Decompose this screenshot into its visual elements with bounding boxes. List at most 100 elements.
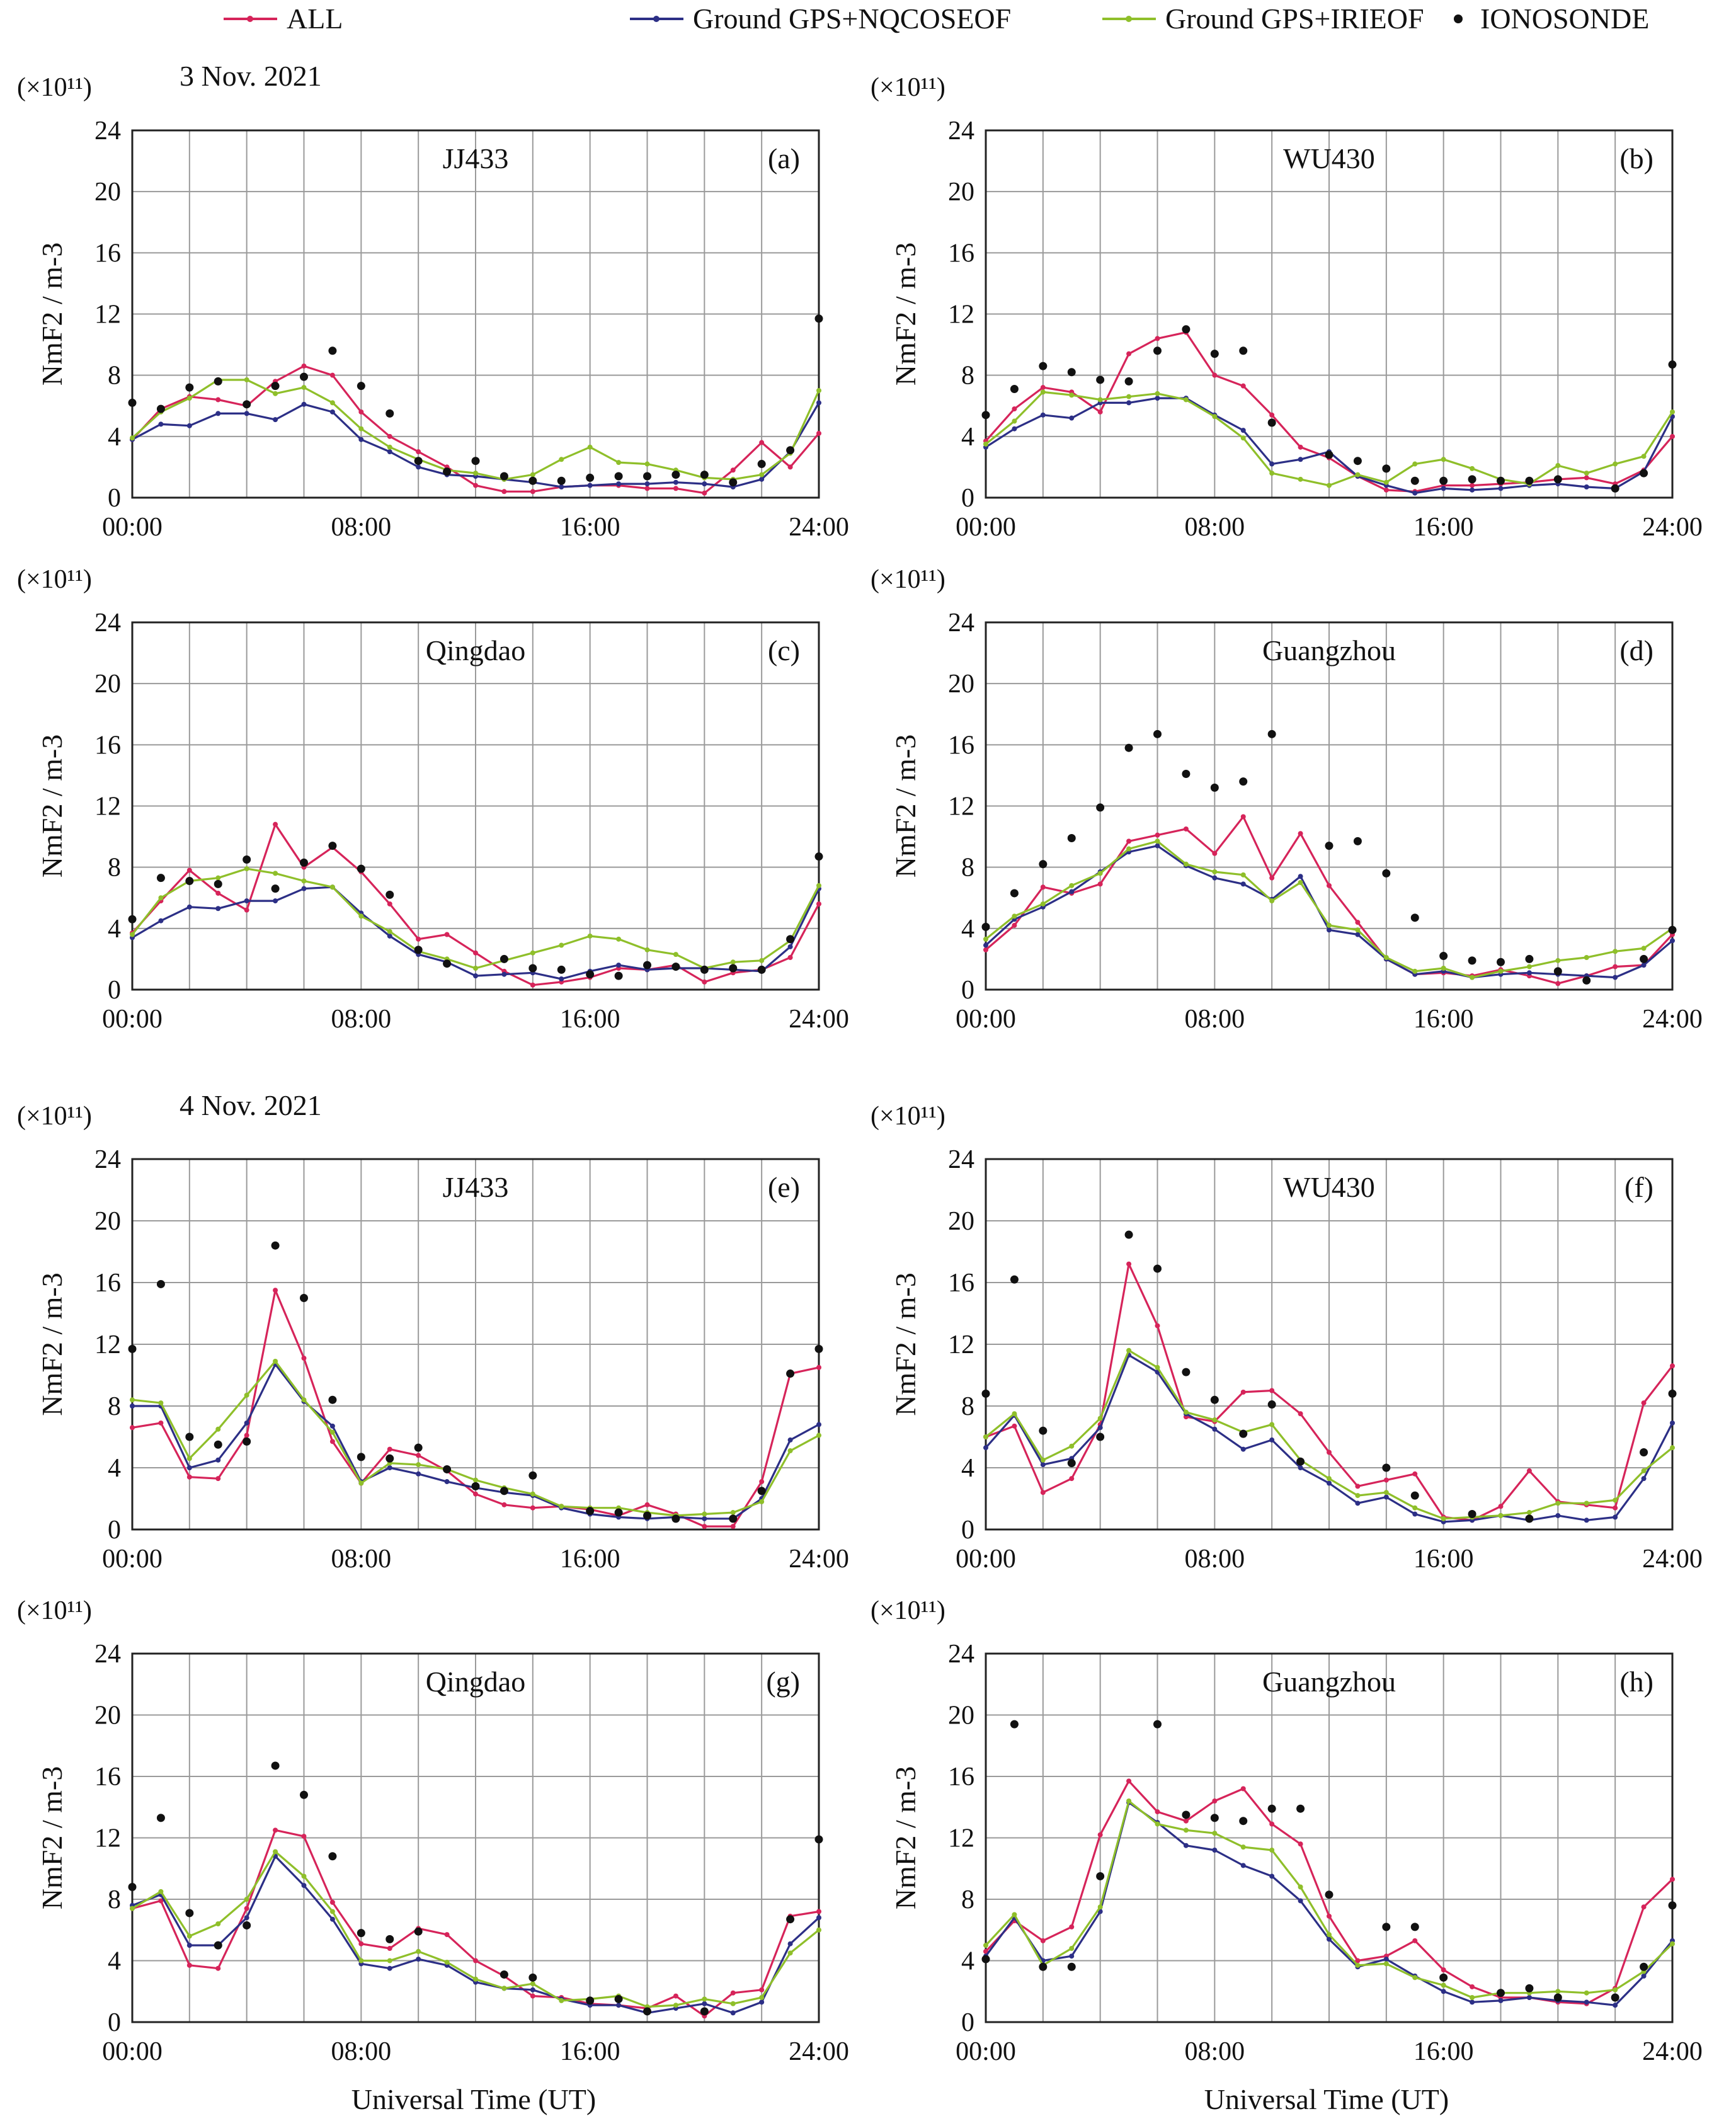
ionosonde-point [385,409,394,418]
ionosonde-point [1096,1872,1105,1880]
ionosonde-point [671,963,680,971]
series-marker [759,1995,765,2000]
y-axis-label: NmF2 / m-3 [889,735,922,878]
panel-label: (b) [1619,142,1653,174]
series-marker [444,1932,450,1938]
ionosonde-point [1582,976,1591,985]
y-axis-label: NmF2 / m-3 [889,243,922,386]
y-tick-label: 12 [948,1824,974,1853]
ionosonde-point [328,346,337,355]
x-tick-label: 08:00 [331,1005,391,1034]
series-marker [1155,1821,1160,1827]
series-marker [1012,426,1017,432]
ionosonde-point [528,1973,537,1982]
y-axis-label: NmF2 / m-3 [36,735,68,878]
series-marker [273,1849,278,1855]
series-marker [1097,1415,1103,1421]
series-marker [1412,1511,1418,1517]
ionosonde-point [128,398,137,407]
series-marker [1584,484,1589,489]
ionosonde-point [443,959,452,968]
ionosonde-point [385,890,394,899]
series-marker [644,486,650,491]
x-tick-label: 16:00 [560,513,620,542]
series-marker [1012,1411,1017,1417]
series-marker [387,1965,392,1971]
ionosonde-point [357,1453,365,1461]
series-marker [358,913,364,919]
ionosonde-point [214,1941,222,1950]
ionosonde-point [1039,860,1048,869]
station-label: Qingdao [426,634,525,666]
x-tick-label: 16:00 [1413,513,1474,542]
series-marker [787,954,793,960]
ionosonde-point [786,935,795,944]
series-marker [244,1432,249,1438]
series-marker [387,1465,392,1470]
series-marker [1327,1480,1332,1486]
y-tick-label: 8 [108,362,121,391]
ionosonde-point [729,478,738,487]
x-tick-label: 16:00 [560,2037,620,2066]
series-marker [329,1429,335,1435]
ionosonde-point [500,1970,508,1979]
series-marker [358,409,364,414]
series-marker [1613,1505,1618,1511]
series-marker [1183,861,1189,867]
series-marker [1269,1848,1275,1853]
x-tick-label: 08:00 [331,2037,391,2066]
series-marker [473,471,478,476]
series-marker [1240,1863,1246,1868]
ionosonde-point [357,864,365,873]
series-marker [1212,414,1218,420]
series-marker [673,486,678,491]
ionosonde-point [1039,362,1048,370]
series-marker [1040,901,1046,906]
series-marker [1097,397,1103,403]
series-marker [1240,872,1246,878]
series-marker [1470,466,1475,471]
panel-c: 0 4 8 12 16 20 24 00:00 08:00 16:00 24:00 (×10¹¹) Nm… [17,565,849,1034]
y-tick-label: 24 [948,609,974,637]
series-marker [329,409,335,414]
y-tick-label: 16 [948,1763,974,1792]
ionosonde-point [1096,803,1105,812]
panel-label: (h) [1619,1666,1653,1698]
panel-e: 0 4 8 12 16 20 24 00:00 08:00 16:00 24:00 (×10¹¹) Nm… [17,1102,849,1574]
ionosonde-point [1668,1389,1677,1398]
series-marker [1526,970,1532,976]
series-marker [473,483,478,488]
series-marker [587,444,593,450]
series-marker [444,1959,450,1965]
y-tick-label: 20 [948,670,974,699]
y-tick-label: 16 [948,1269,974,1298]
series-marker [158,1889,164,1894]
series-marker [730,959,736,965]
y-tick-label: 16 [94,731,121,760]
series-marker [1155,843,1160,849]
series-marker [1555,981,1561,986]
legend-item: IONOSONDE [1454,3,1649,35]
series-marker [473,1976,478,1982]
legend-item: Ground GPS+NQCOSEOF [630,3,1011,35]
series-marker [1670,1363,1675,1369]
ionosonde-point [1410,1491,1419,1500]
ionosonde-point [271,382,280,391]
series-marker [559,942,564,948]
ionosonde-point [1267,1804,1276,1813]
series-ionosonde [981,325,1677,493]
series-marker [787,944,793,949]
series-marker [1383,1477,1389,1483]
series-marker [244,866,249,872]
ionosonde-point [1296,1804,1305,1813]
series-marker [1069,889,1075,895]
ionosonde-point [1010,1720,1019,1729]
ionosonde-point [1067,1962,1076,1971]
ionosonde-point [1553,475,1562,484]
ionosonde-point [214,377,222,386]
x-axis-label-left: Universal Time (UT) [351,2083,596,2115]
series-marker [1298,831,1303,837]
series-marker [1126,394,1132,399]
ionosonde-point [557,965,566,974]
legend-label: IONOSONDE [1480,3,1649,35]
